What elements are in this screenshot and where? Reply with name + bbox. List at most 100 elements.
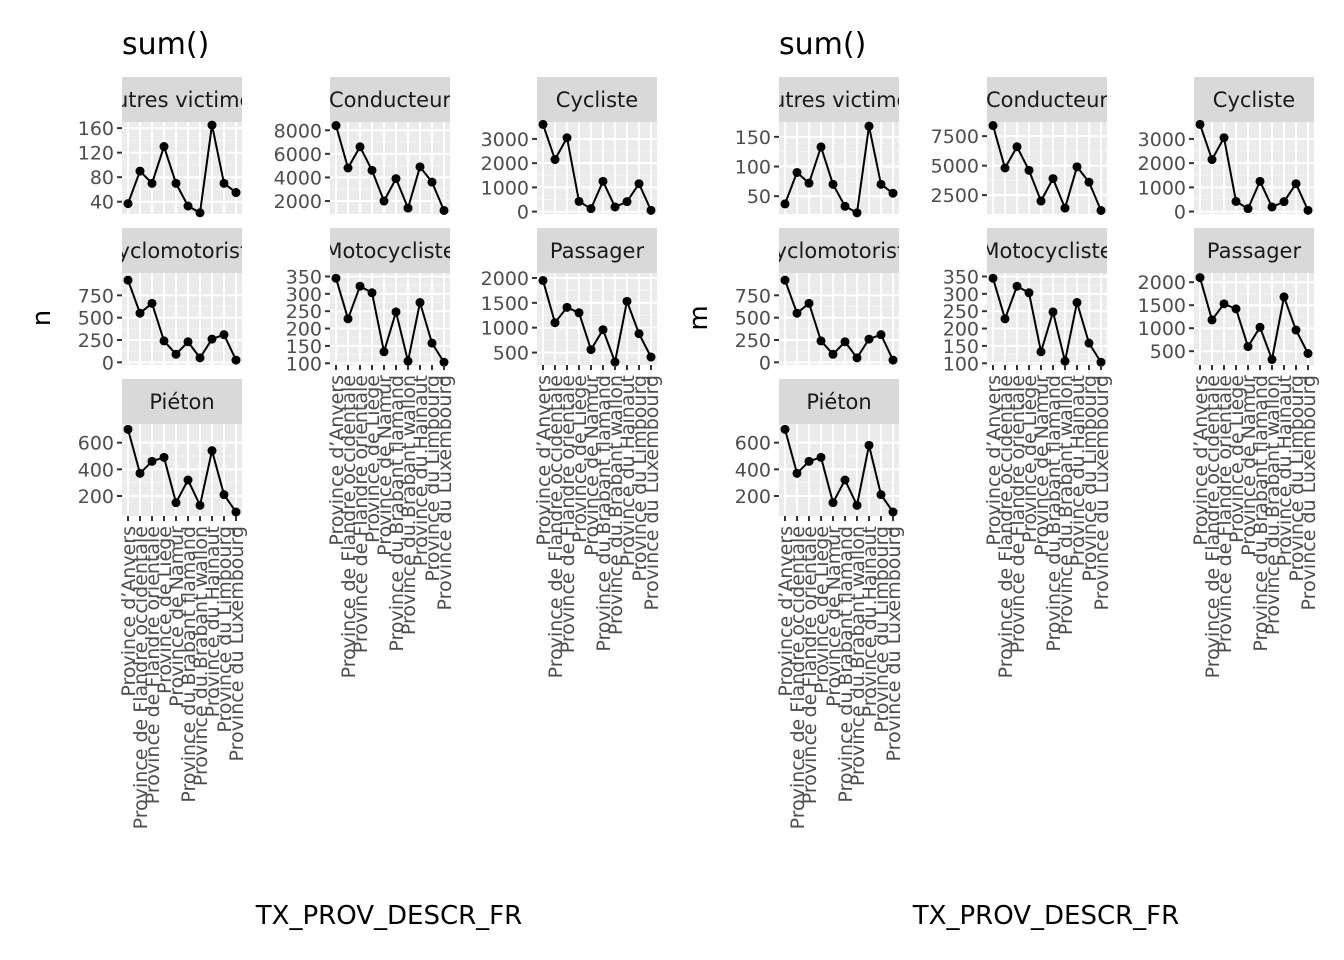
y-tick-label: 0	[1174, 202, 1186, 224]
data-point	[586, 345, 596, 355]
data-point	[415, 298, 425, 308]
x-tick-label: Province de Liège	[1226, 375, 1248, 543]
x-tick-label: Province du Brabant wallon	[605, 375, 627, 635]
y-tick-label: 100	[735, 157, 771, 179]
data-point	[427, 177, 437, 187]
x-tick-label: Province d’Anvers	[1190, 375, 1212, 546]
data-point	[828, 349, 838, 359]
data-point	[876, 179, 886, 189]
data-point	[1255, 322, 1265, 332]
facet-strip	[987, 77, 1107, 122]
data-point	[864, 334, 874, 344]
data-point	[852, 208, 862, 218]
y-tick-label: 0	[759, 352, 771, 374]
y-tick-label: 1500	[1138, 295, 1186, 317]
y-tick-label: 600	[78, 433, 114, 455]
data-point	[1072, 162, 1082, 172]
y-tick-label: 3000	[481, 129, 529, 151]
data-point	[864, 121, 874, 131]
data-point	[171, 349, 181, 359]
x-tick-label: Province de Flandre orientale	[1214, 375, 1236, 653]
data-point	[123, 275, 133, 285]
x-tick-label: Province du Limbourg	[1286, 375, 1308, 582]
series-line	[127, 279, 237, 361]
data-point	[1243, 342, 1253, 352]
x-tick-label: Province du Hainaut	[859, 526, 881, 717]
x-tick-label: Province de Namur	[166, 526, 188, 707]
facet-conducteur: Conducteur 2500 5000 7500	[931, 77, 1108, 215]
data-point	[195, 353, 205, 363]
data-point	[403, 203, 413, 213]
data-point	[367, 288, 377, 298]
data-point	[1072, 298, 1082, 308]
data-point	[391, 307, 401, 317]
y-tick-label: 2500	[931, 185, 979, 207]
x-tick-label: Province de Flandre occidentale	[130, 526, 152, 829]
x-tick-label: Province d’Anvers	[326, 375, 348, 546]
data-point	[1279, 197, 1289, 207]
facet-label: Conducteur	[986, 88, 1108, 112]
y-tick-label: 500	[78, 308, 114, 330]
data-point	[331, 121, 341, 131]
y-tick-label: 8000	[274, 120, 322, 142]
data-point	[159, 142, 169, 152]
data-point	[1219, 299, 1229, 309]
y-tick-label: 150	[735, 127, 771, 149]
x-tick-label: Province du Hainaut	[202, 526, 224, 717]
x-tick-label: Province de Flandre occidentale	[338, 375, 360, 678]
data-point	[159, 452, 169, 462]
data-point	[610, 202, 620, 212]
x-tick-label: Province de Flandre occidentale	[545, 375, 567, 678]
x-tick-label: Province de Flandre occidentale	[1202, 375, 1224, 678]
data-point	[147, 298, 157, 308]
x-tick-label: Province du Brabant flamand	[593, 375, 615, 652]
data-point	[780, 424, 790, 434]
chart-title: sum()	[122, 27, 209, 62]
data-point	[379, 347, 389, 357]
panel-background	[779, 273, 899, 365]
x-tick-label: Province du Luxembourg	[883, 526, 905, 761]
data-point	[988, 273, 998, 283]
data-point	[195, 208, 205, 218]
series-line	[1199, 277, 1309, 364]
series-line	[784, 429, 894, 513]
data-point	[219, 330, 229, 340]
facet-autres-victimes: Autres victimes 50 100 150	[735, 77, 899, 218]
data-point	[183, 337, 193, 347]
data-point	[538, 275, 548, 285]
x-tick-label: Province d’Anvers	[533, 375, 555, 546]
data-point	[207, 334, 217, 344]
y-tick-label: 1500	[481, 293, 529, 315]
x-tick-label: Province de Namur	[374, 375, 396, 556]
facet-label: Passager	[1207, 239, 1302, 263]
data-point	[610, 357, 620, 367]
y-tick-label: 150	[286, 336, 322, 358]
x-tick-label: Province du Brabant flamand	[835, 526, 857, 803]
x-tick-label: Province de Liège	[811, 526, 833, 694]
x-tick-label: Province de Namur	[1238, 375, 1260, 556]
data-point	[1024, 165, 1034, 175]
facet-label: Cycliste	[1213, 88, 1295, 112]
data-point	[343, 314, 353, 324]
data-point	[1096, 357, 1106, 367]
y-tick-label: 250	[286, 301, 322, 323]
y-tick-label: 200	[943, 319, 979, 341]
data-point	[634, 329, 644, 339]
data-point	[888, 188, 898, 198]
x-tick-label: Province du Brabant flamand	[1043, 375, 1065, 652]
facet-strip	[779, 228, 899, 273]
series-line	[127, 429, 237, 513]
data-point	[1084, 177, 1094, 187]
facet-label: Motocycliste	[981, 239, 1112, 263]
x-tick-label: Province du Limbourg	[422, 375, 444, 582]
data-point	[1012, 142, 1022, 152]
facet-strip	[537, 228, 657, 273]
data-point	[439, 205, 449, 215]
x-tick-label: Province de Flandre orientale	[799, 526, 821, 804]
data-point	[780, 199, 790, 209]
x-tick-label: Province d’Anvers	[775, 526, 797, 697]
